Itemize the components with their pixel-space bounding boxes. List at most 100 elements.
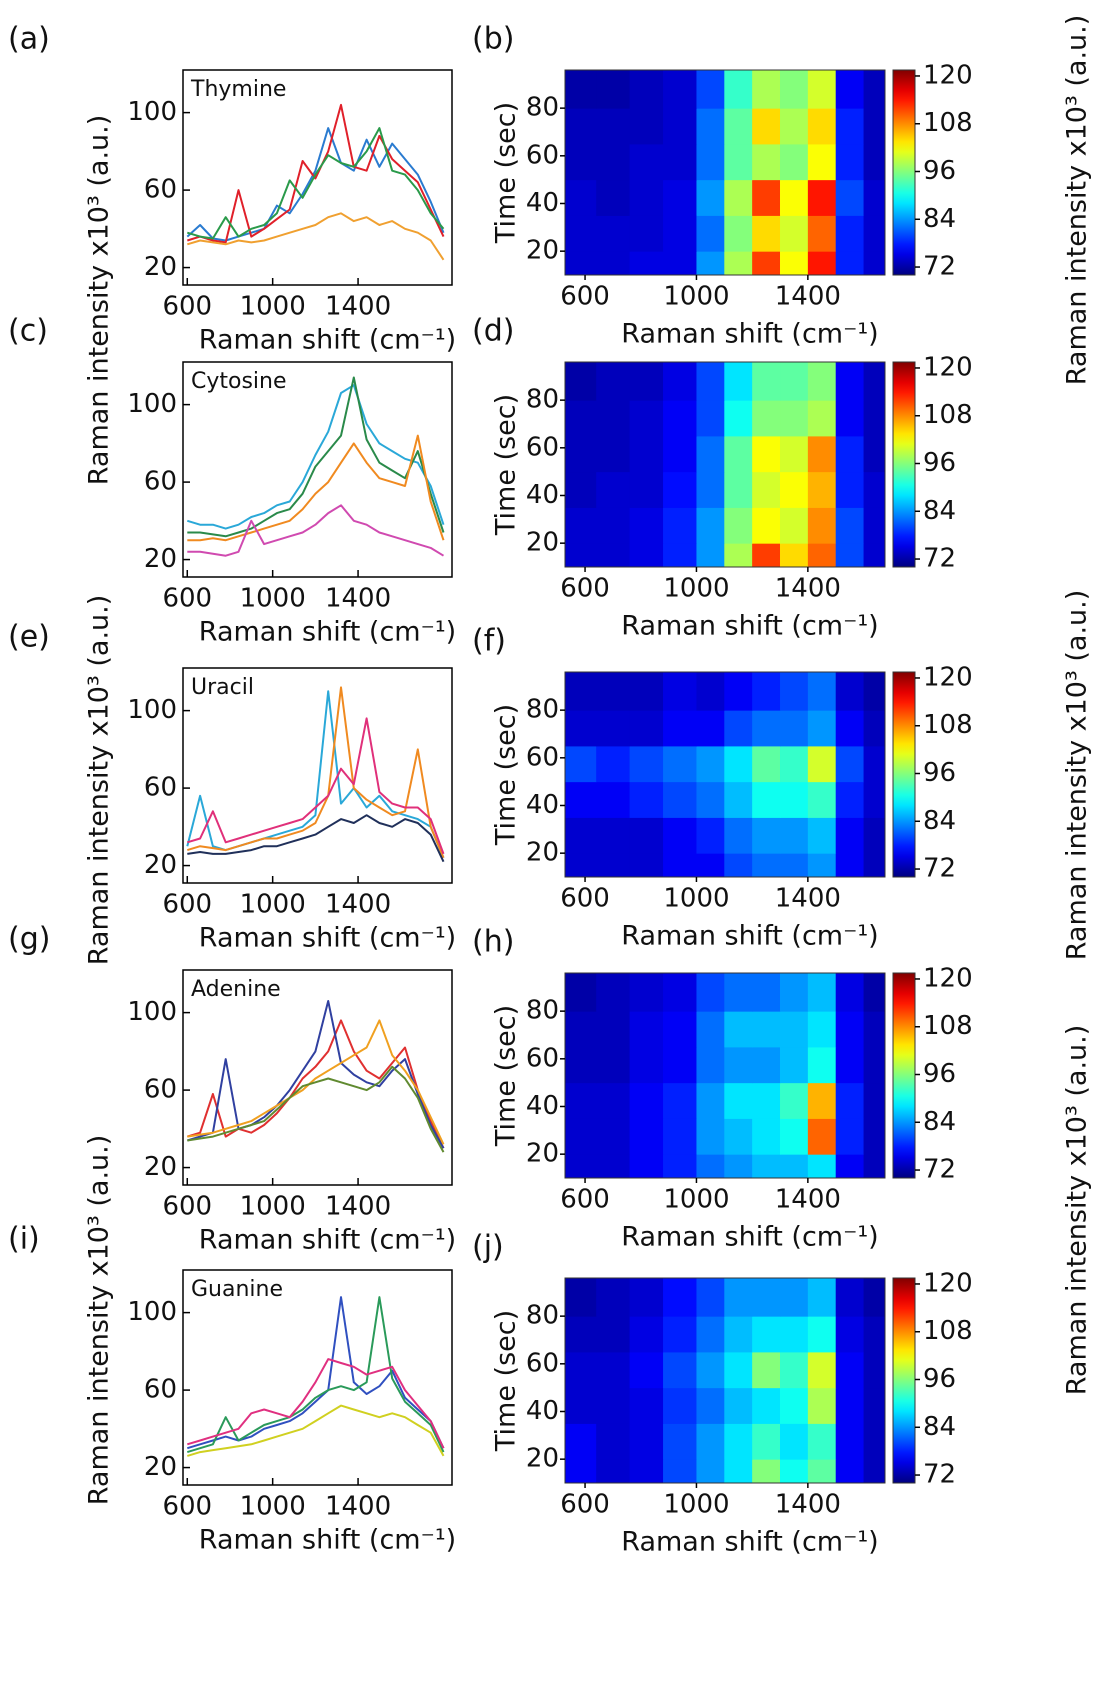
heatmap-cell [863,817,886,854]
heatmap-cell [863,1046,886,1084]
heatmap-cell [835,1459,865,1484]
heatmap-cell [752,973,781,1012]
heatmap-cell [629,543,664,568]
heatmap-cell [835,710,865,747]
heatmap-cell [780,1387,809,1424]
heatmap-cell [565,1046,597,1084]
x-tick-label: 1400 [325,1192,391,1222]
heatmap-cell [780,1118,809,1155]
series-group [186,686,445,863]
heatmap-cell [629,251,664,276]
heatmap-cell [596,1278,631,1317]
heatmap-cell [629,400,664,437]
heatmap-cell [807,215,837,252]
heatmap-cell [629,1351,664,1389]
heatmap-cell [863,1011,886,1048]
colorbar-tick-label: 84 [923,1107,956,1137]
colorbar-tick-label: 84 [923,204,956,234]
x-tick-label: 600 [162,1492,212,1522]
heatmap-cell [596,1082,631,1119]
heatmap-cell [596,1316,631,1353]
heatmap-cell [565,400,597,437]
heatmap-cell [629,108,664,145]
heatmap-cell [663,973,697,1012]
heatmap-cell [780,1082,809,1119]
heatmap-cell [780,710,809,747]
colorbar-tick-label: 108 [923,108,973,138]
spectrum-line [187,717,445,855]
heatmap-cell [724,179,753,216]
heatmap-cell [596,543,631,568]
heatmap-cell [807,543,837,568]
heatmap-cell [752,781,781,818]
plot-frame [182,667,453,884]
heatmap-cell [780,817,809,854]
spectrum-line [187,1065,445,1153]
heatmap-cell [835,1118,865,1155]
y-axis-label: Time (sec) [491,102,522,244]
heatmap-cell [663,215,697,252]
heatmap-cell [596,853,631,878]
plot-frame [182,1269,453,1486]
x-tick-label: 1400 [325,890,391,920]
y-tick-label: 80 [526,996,559,1026]
heatmap-cell [780,1351,809,1389]
heatmap-cell [629,817,664,854]
heatmap-cell [835,1387,865,1424]
heatmap-cell [863,251,886,276]
heatmap-cell [835,471,865,508]
heatmap-cell [596,362,631,401]
heatmap-cell [835,215,865,252]
heatmap-cell [724,781,753,818]
heatmap-cell [565,1118,597,1155]
heatmap-cell [807,251,837,276]
y-axis-label: Time (sec) [491,394,522,536]
heatmap-cell [752,1118,781,1155]
heatmap-cell [565,543,597,568]
x-tick-label: 600 [162,1192,212,1222]
heatmap-cell [835,143,865,181]
heatmap-cell [696,853,725,878]
heatmap-cell [863,543,886,568]
y-tick-label: 20 [144,850,177,880]
x-tick-label: 1000 [240,890,306,920]
heatmap-cell [724,400,753,437]
heatmap-cell [724,543,753,568]
heatmap-cell [696,1046,725,1084]
heatmap-cell [696,435,725,473]
heatmap-cell [565,435,597,473]
colorbar-tick-label: 120 [923,963,973,993]
y-tick-label: 20 [526,838,559,868]
spectrum-line [187,1019,445,1145]
heatmap-cell [596,1351,631,1389]
heatmap-cell [835,543,865,568]
heatmap-cell [663,179,697,216]
spectrum-line [187,1358,445,1449]
heatmap-cell [565,251,597,276]
heatmap-cell [835,1278,865,1317]
y-tick-label: 60 [144,467,177,497]
colorbar-tick-label: 108 [923,710,973,740]
x-tick-label: 1000 [663,282,729,312]
heatmap-cell [696,251,725,276]
heatmap-cell [565,108,597,145]
heatmap-cell [663,543,697,568]
heatmap-cell [752,251,781,276]
spectrum-line [187,127,445,240]
y-tick-label: 100 [127,97,177,127]
x-axis-label: Raman shift (cm⁻¹) [621,1527,878,1558]
heatmap-cell [835,400,865,437]
spectrum-line [187,212,445,261]
heatmap-cell [780,251,809,276]
plot-frame [182,969,453,1186]
heatmap-cell [752,1423,781,1460]
heatmap-cell [863,973,886,1012]
panel-label: (g) [8,922,50,957]
y-tick-label: 20 [526,1139,559,1169]
x-axis-label: Raman shift (cm⁻¹) [621,319,878,350]
heatmap-cell [807,362,837,401]
colorbar-tick-label: 108 [923,1316,973,1346]
heatmap-cell [752,108,781,145]
heatmap-cell [807,1316,837,1353]
